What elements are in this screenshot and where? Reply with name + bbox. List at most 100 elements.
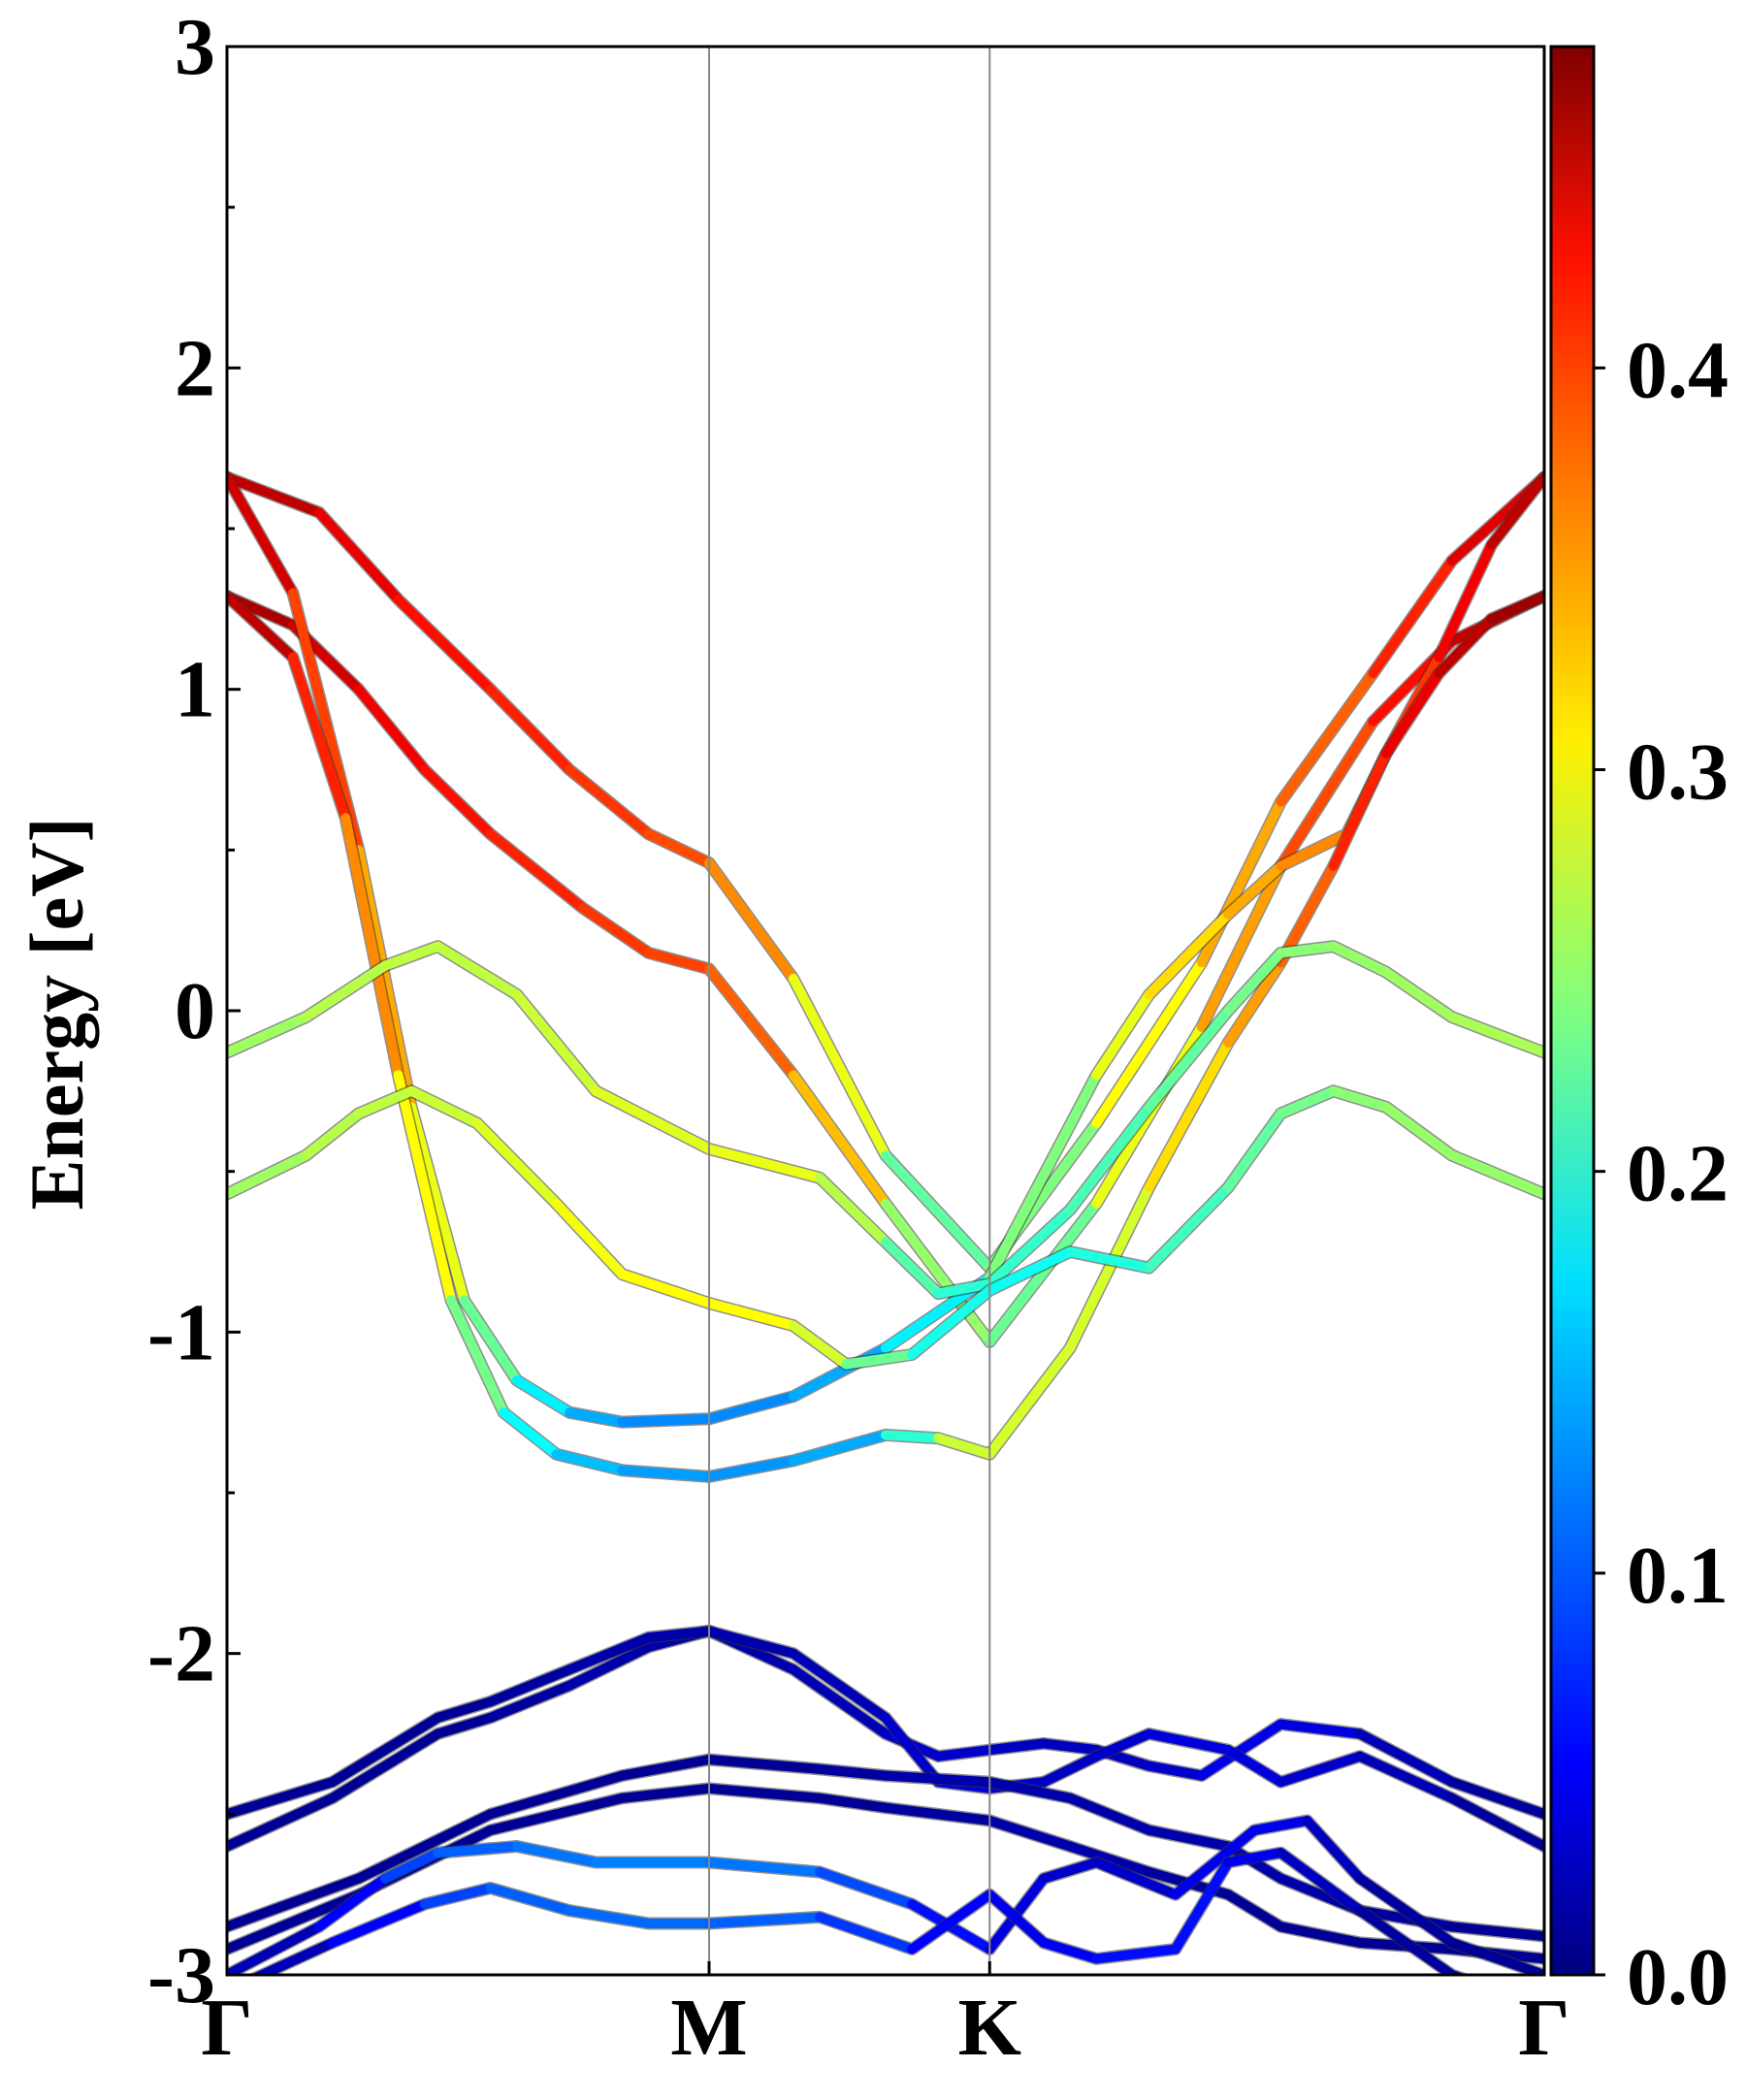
band-6-segment	[985, 1246, 1076, 1296]
band-12-segment	[704, 1912, 825, 1928]
band-2-segment	[788, 1070, 890, 1209]
band-9-segment	[1354, 1905, 1457, 1932]
band-9-segment	[1446, 1922, 1544, 1942]
band-4-segment	[227, 591, 298, 662]
band-2-segment	[577, 903, 654, 958]
band-5-segment	[1276, 941, 1339, 958]
band-8-segment	[643, 1626, 714, 1643]
band-12-segment	[250, 1937, 338, 1975]
band-5-segment	[881, 1237, 944, 1299]
band-12-segment	[1354, 1905, 1457, 1975]
band-12-segment	[1091, 1944, 1180, 1964]
band-11-segment	[511, 1841, 601, 1867]
band-4-segment	[788, 1430, 890, 1466]
band-9	[227, 1753, 1544, 1943]
band-10-segment	[1223, 1890, 1286, 1932]
band-7-segment	[1354, 1728, 1457, 1788]
band-7-segment	[433, 1712, 496, 1739]
band-12-segment	[565, 1905, 654, 1928]
x-tick-label: Γ	[201, 1983, 252, 2073]
band-6-segment	[1276, 1085, 1339, 1118]
band-10-segment	[815, 1793, 890, 1813]
band-1-segment	[565, 764, 654, 839]
band-9-segment	[485, 1770, 628, 1820]
band-7-segment	[485, 1680, 575, 1723]
band-8-segment	[1144, 1728, 1234, 1756]
band-2-segment	[985, 1198, 1102, 1347]
band-10	[227, 1782, 1544, 1965]
band-1-segment	[485, 684, 575, 775]
band-1-segment	[314, 507, 404, 604]
band-12-segment	[815, 1912, 918, 1955]
band-1-segment	[643, 828, 714, 868]
band-8-segment	[433, 1696, 496, 1723]
band-3-segment	[704, 1391, 798, 1424]
band-4-segment	[445, 1295, 509, 1418]
band-4-segment	[551, 1449, 628, 1475]
band-3-segment	[1144, 909, 1234, 1000]
band-3-segment	[1091, 989, 1154, 1081]
band-9-segment	[1144, 1825, 1234, 1852]
band-12-segment	[1039, 1937, 1102, 1964]
band-7-segment	[1144, 1761, 1207, 1781]
band-11-segment	[1091, 1858, 1180, 1900]
x-tick-label: K	[958, 1983, 1021, 2073]
band-12-segment	[485, 1883, 575, 1916]
band-3-segment	[617, 1413, 714, 1428]
band-10-segment	[227, 1890, 364, 1955]
band-6-segment	[1381, 1102, 1457, 1161]
band-10-segment	[704, 1783, 825, 1803]
band-6-segment	[353, 1085, 417, 1118]
colorbar: 0.0 0.1 0.2 0.3 0.4	[1549, 45, 1729, 2022]
band-12-outline	[246, 1846, 1471, 1975]
band-8-segment	[1276, 1751, 1365, 1788]
band-4-segment	[1434, 613, 1497, 679]
band-5-segment	[511, 989, 601, 1096]
band-8-segment	[881, 1712, 944, 1788]
band-4-segment	[1381, 668, 1444, 759]
band-10-segment	[485, 1793, 628, 1835]
band-6-segment	[301, 1109, 364, 1161]
band-5-segment	[704, 1144, 825, 1183]
band-9-segment	[227, 1873, 364, 1932]
band-9-segment	[815, 1763, 890, 1781]
band-5-segment	[815, 1173, 890, 1247]
y-tick-label: 3	[175, 2, 215, 92]
band-7-segment	[227, 1793, 338, 1852]
plot-frame	[225, 45, 1546, 1977]
band-8-segment	[565, 1632, 654, 1675]
band-4-segment	[1065, 1182, 1154, 1353]
band-6-segment	[1223, 1109, 1286, 1193]
band-5	[227, 940, 1544, 1301]
colorbar-tick-label: 0.2	[1627, 1129, 1729, 1219]
band-3-segment	[1434, 539, 1497, 662]
band-5-segment	[591, 1085, 714, 1154]
band-11-segment	[704, 1858, 825, 1877]
band-4-segment	[1144, 1038, 1234, 1193]
band-4-segment	[881, 1430, 944, 1443]
band-11-segment	[314, 1873, 390, 1932]
band-5-segment	[985, 1205, 1076, 1289]
band-11-segment	[380, 1848, 443, 1884]
band-2-segment	[353, 684, 430, 775]
band-1-segment	[1276, 668, 1378, 807]
band-5-segment	[433, 941, 522, 1000]
band-2-segment	[881, 1198, 995, 1347]
band-8-segment	[1446, 1793, 1544, 1852]
band-12-segment	[985, 1890, 1049, 1948]
band-1-segment	[881, 1150, 995, 1274]
band-5-segment	[380, 941, 443, 971]
band-6-segment	[406, 1085, 482, 1128]
band-10-segment	[1065, 1841, 1154, 1877]
band-4-segment	[617, 1465, 714, 1482]
band-5-segment	[301, 960, 390, 1022]
x-tick-label: Γ	[1518, 1983, 1569, 2073]
band-11-segment	[227, 1922, 325, 1975]
band-5-segment	[933, 1278, 995, 1299]
band-3-segment	[565, 1407, 628, 1428]
colorbar-tick-label: 0.0	[1627, 1932, 1729, 2022]
band-12-segment	[327, 1899, 430, 1948]
